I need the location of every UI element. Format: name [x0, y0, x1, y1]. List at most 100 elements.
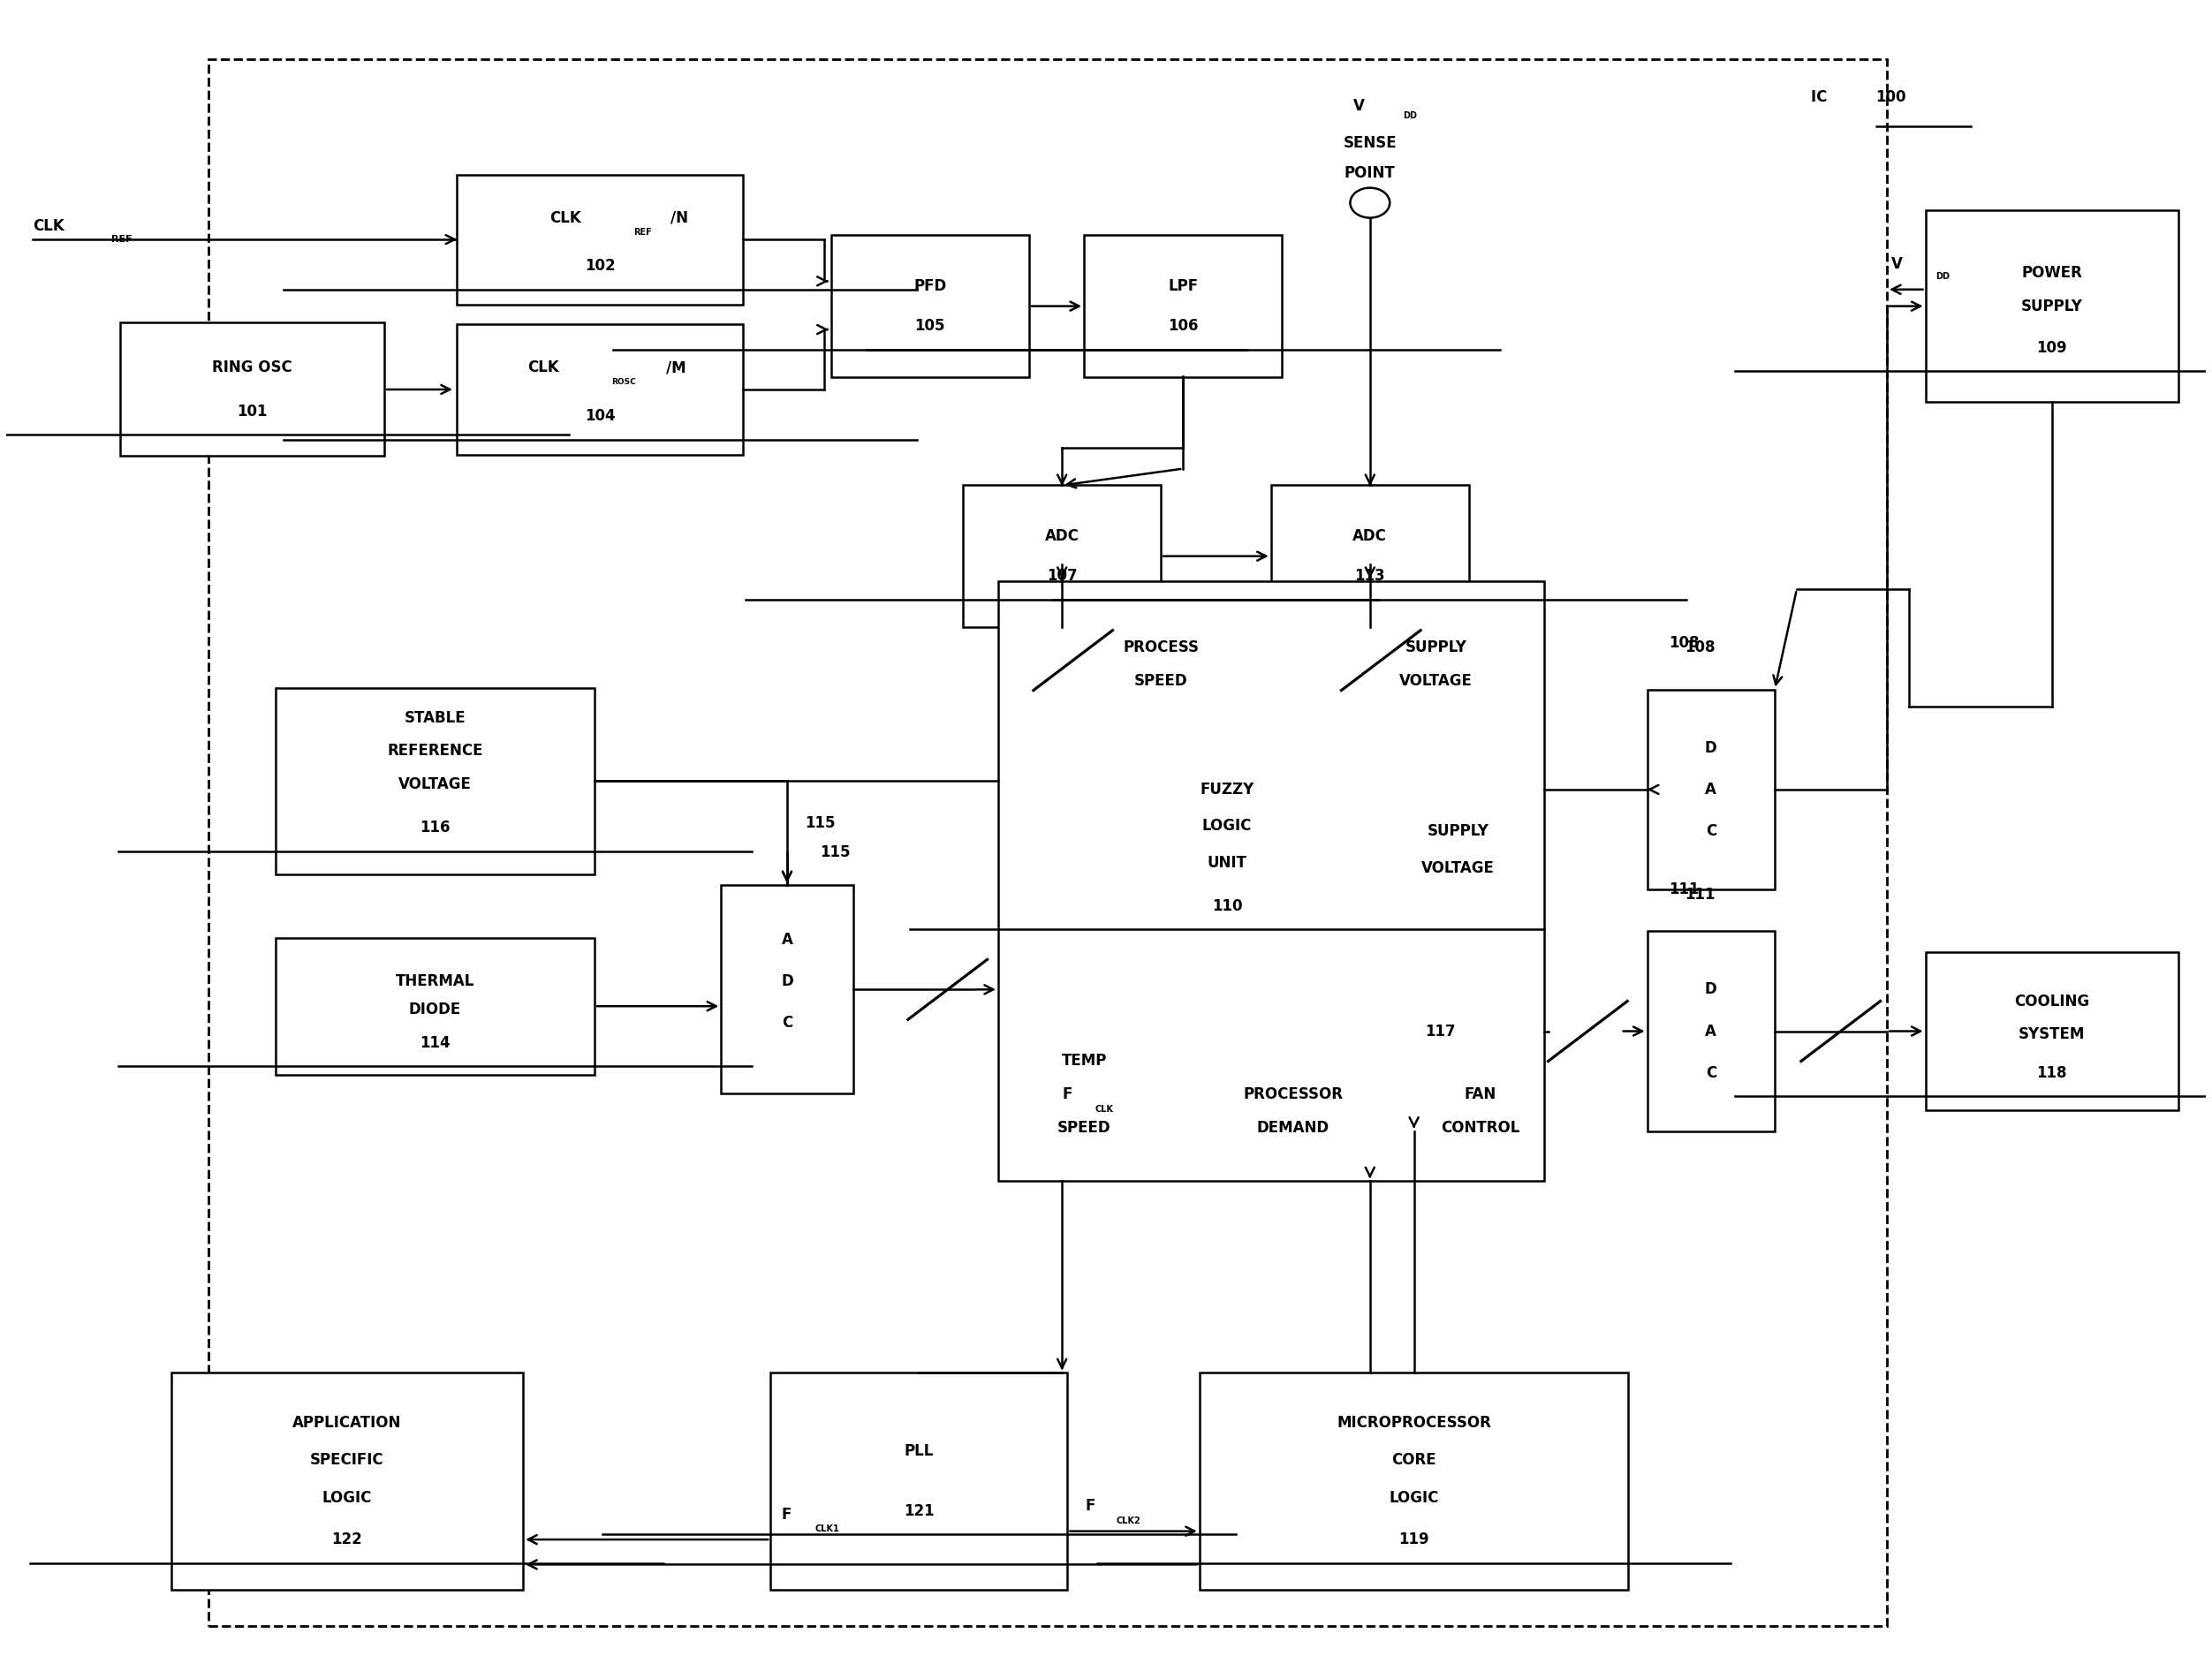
- Text: 117: 117: [1425, 1023, 1455, 1039]
- Text: ROSC: ROSC: [611, 378, 635, 386]
- Text: 108: 108: [1670, 635, 1699, 651]
- Text: CLK: CLK: [549, 210, 582, 225]
- Bar: [458, 175, 743, 304]
- Text: 100: 100: [1876, 89, 1907, 106]
- Text: APPLICATION: APPLICATION: [292, 1415, 403, 1431]
- Bar: [1199, 1373, 1628, 1590]
- Text: IC: IC: [1812, 89, 1832, 106]
- Text: /N: /N: [670, 210, 688, 225]
- Text: DD: DD: [1402, 112, 1418, 121]
- Text: CLK: CLK: [1095, 1105, 1113, 1113]
- Bar: [1272, 485, 1469, 626]
- Text: V: V: [1891, 257, 1902, 272]
- Text: D: D: [1705, 982, 1717, 997]
- Text: SENSE: SENSE: [1343, 134, 1396, 151]
- Text: REFERENCE: REFERENCE: [387, 744, 482, 759]
- Text: F: F: [781, 1506, 792, 1523]
- Text: 118: 118: [2037, 1064, 2068, 1081]
- Text: CONTROL: CONTROL: [1440, 1120, 1520, 1135]
- Text: 114: 114: [420, 1034, 451, 1051]
- Bar: [1924, 952, 2179, 1110]
- Text: 108: 108: [1686, 640, 1714, 656]
- Bar: [1924, 210, 2179, 401]
- Text: 116: 116: [420, 819, 451, 836]
- Text: CLK1: CLK1: [814, 1525, 838, 1533]
- Text: REF: REF: [633, 228, 650, 237]
- Text: A: A: [1705, 781, 1717, 798]
- Text: COOLING: COOLING: [2015, 994, 2090, 1009]
- Text: 107: 107: [1046, 568, 1077, 584]
- Text: 115: 115: [805, 814, 836, 831]
- Bar: [1648, 690, 1774, 890]
- Text: CLK2: CLK2: [1115, 1516, 1141, 1525]
- Bar: [1084, 235, 1283, 378]
- Text: SPEED: SPEED: [1057, 1120, 1110, 1135]
- Text: PROCESS: PROCESS: [1124, 640, 1199, 656]
- Text: SUPPLY: SUPPLY: [1427, 823, 1489, 840]
- Text: F: F: [1086, 1498, 1095, 1514]
- Text: PROCESSOR: PROCESSOR: [1243, 1086, 1343, 1103]
- Text: FAN: FAN: [1464, 1086, 1495, 1103]
- Text: VOLTAGE: VOLTAGE: [1400, 673, 1473, 688]
- Text: LOGIC: LOGIC: [1201, 818, 1252, 834]
- Text: DEMAND: DEMAND: [1256, 1120, 1329, 1135]
- Text: LOGIC: LOGIC: [1389, 1489, 1438, 1506]
- Text: 122: 122: [332, 1531, 363, 1548]
- Text: ADC: ADC: [1044, 529, 1079, 544]
- Text: 110: 110: [1212, 898, 1243, 913]
- Text: 106: 106: [1168, 319, 1199, 334]
- Bar: [832, 235, 1029, 378]
- Bar: [276, 688, 595, 875]
- Bar: [770, 1373, 1068, 1590]
- Bar: [170, 1373, 522, 1590]
- Text: 109: 109: [2037, 339, 2068, 356]
- Text: CORE: CORE: [1391, 1452, 1436, 1467]
- Bar: [998, 581, 1544, 1182]
- Text: ADC: ADC: [1354, 529, 1387, 544]
- Text: LPF: LPF: [1168, 279, 1199, 294]
- Text: VOLTAGE: VOLTAGE: [1422, 860, 1495, 876]
- Text: TEMP: TEMP: [1062, 1053, 1106, 1070]
- Text: CLK: CLK: [526, 359, 560, 376]
- Text: 104: 104: [584, 408, 615, 425]
- Text: C: C: [1705, 823, 1717, 840]
- Text: 102: 102: [584, 259, 615, 274]
- Text: SPECIFIC: SPECIFIC: [310, 1452, 385, 1467]
- Bar: [721, 885, 854, 1093]
- Text: 115: 115: [821, 845, 849, 860]
- Text: A: A: [781, 932, 792, 947]
- Text: SYSTEM: SYSTEM: [2020, 1026, 2086, 1043]
- Bar: [276, 939, 595, 1075]
- Text: POWER: POWER: [2022, 265, 2081, 280]
- Text: MICROPROCESSOR: MICROPROCESSOR: [1336, 1415, 1491, 1431]
- Bar: [208, 59, 1887, 1627]
- Text: 111: 111: [1686, 887, 1714, 902]
- Text: POINT: POINT: [1345, 165, 1396, 181]
- Text: PLL: PLL: [905, 1444, 933, 1459]
- Text: SUPPLY: SUPPLY: [2022, 299, 2084, 314]
- Text: D: D: [781, 974, 794, 989]
- Text: DD: DD: [1936, 272, 1949, 280]
- Text: 105: 105: [916, 319, 945, 334]
- Text: SUPPLY: SUPPLY: [1405, 640, 1467, 656]
- Text: DIODE: DIODE: [409, 1002, 462, 1017]
- Text: LOGIC: LOGIC: [323, 1489, 372, 1506]
- Text: D: D: [1705, 740, 1717, 756]
- Bar: [119, 322, 385, 457]
- Text: CLK: CLK: [33, 218, 64, 233]
- Text: 113: 113: [1354, 568, 1385, 584]
- Text: UNIT: UNIT: [1208, 855, 1248, 871]
- Text: 119: 119: [1398, 1531, 1429, 1548]
- Text: VOLTAGE: VOLTAGE: [398, 777, 471, 792]
- Bar: [962, 485, 1161, 626]
- Text: THERMAL: THERMAL: [396, 974, 476, 989]
- Text: 121: 121: [905, 1503, 933, 1519]
- Text: 101: 101: [237, 403, 268, 420]
- Text: F: F: [1062, 1086, 1073, 1103]
- Bar: [458, 324, 743, 455]
- Text: RING OSC: RING OSC: [212, 359, 292, 376]
- Text: 111: 111: [1670, 881, 1699, 898]
- Text: /M: /M: [666, 359, 686, 376]
- Text: V: V: [1354, 97, 1365, 114]
- Text: C: C: [781, 1014, 792, 1031]
